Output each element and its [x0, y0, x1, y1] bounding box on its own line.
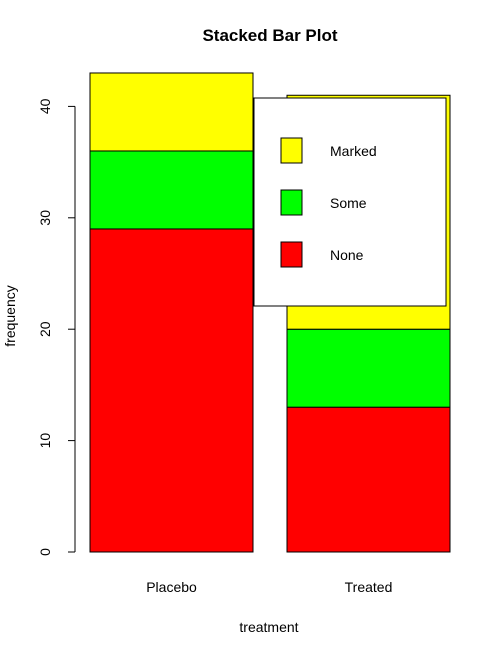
legend: Marked Some None [253, 97, 447, 307]
y-tick-label: 20 [37, 321, 53, 337]
y-axis: 0 10 20 30 40 [37, 98, 76, 556]
legend-label-none: None [330, 247, 364, 263]
chart-title: Stacked Bar Plot [202, 26, 337, 45]
x-tick-label: Placebo [146, 579, 197, 595]
x-axis-tick-labels: Placebo Treated [146, 579, 392, 595]
bar-segment-none-placebo [89, 228, 254, 553]
y-tick-label: 0 [37, 548, 53, 556]
y-tick-label: 10 [37, 433, 53, 449]
x-tick-label: Treated [345, 579, 393, 595]
y-axis-label: frequency [2, 285, 18, 346]
legend-swatch-none [280, 241, 303, 268]
bar-segment-none-treated [286, 406, 451, 553]
legend-label-some: Some [330, 195, 367, 211]
bar-segment-some-treated [286, 328, 451, 408]
legend-label-marked: Marked [330, 143, 377, 159]
legend-swatch-marked [280, 137, 303, 164]
x-axis-label: treatment [239, 619, 298, 635]
legend-swatch-some [280, 189, 303, 216]
bar-segment-marked-placebo [89, 72, 254, 152]
bar-segment-some-placebo [89, 150, 254, 230]
y-tick-label: 30 [37, 210, 53, 226]
y-tick-label: 40 [37, 98, 53, 114]
